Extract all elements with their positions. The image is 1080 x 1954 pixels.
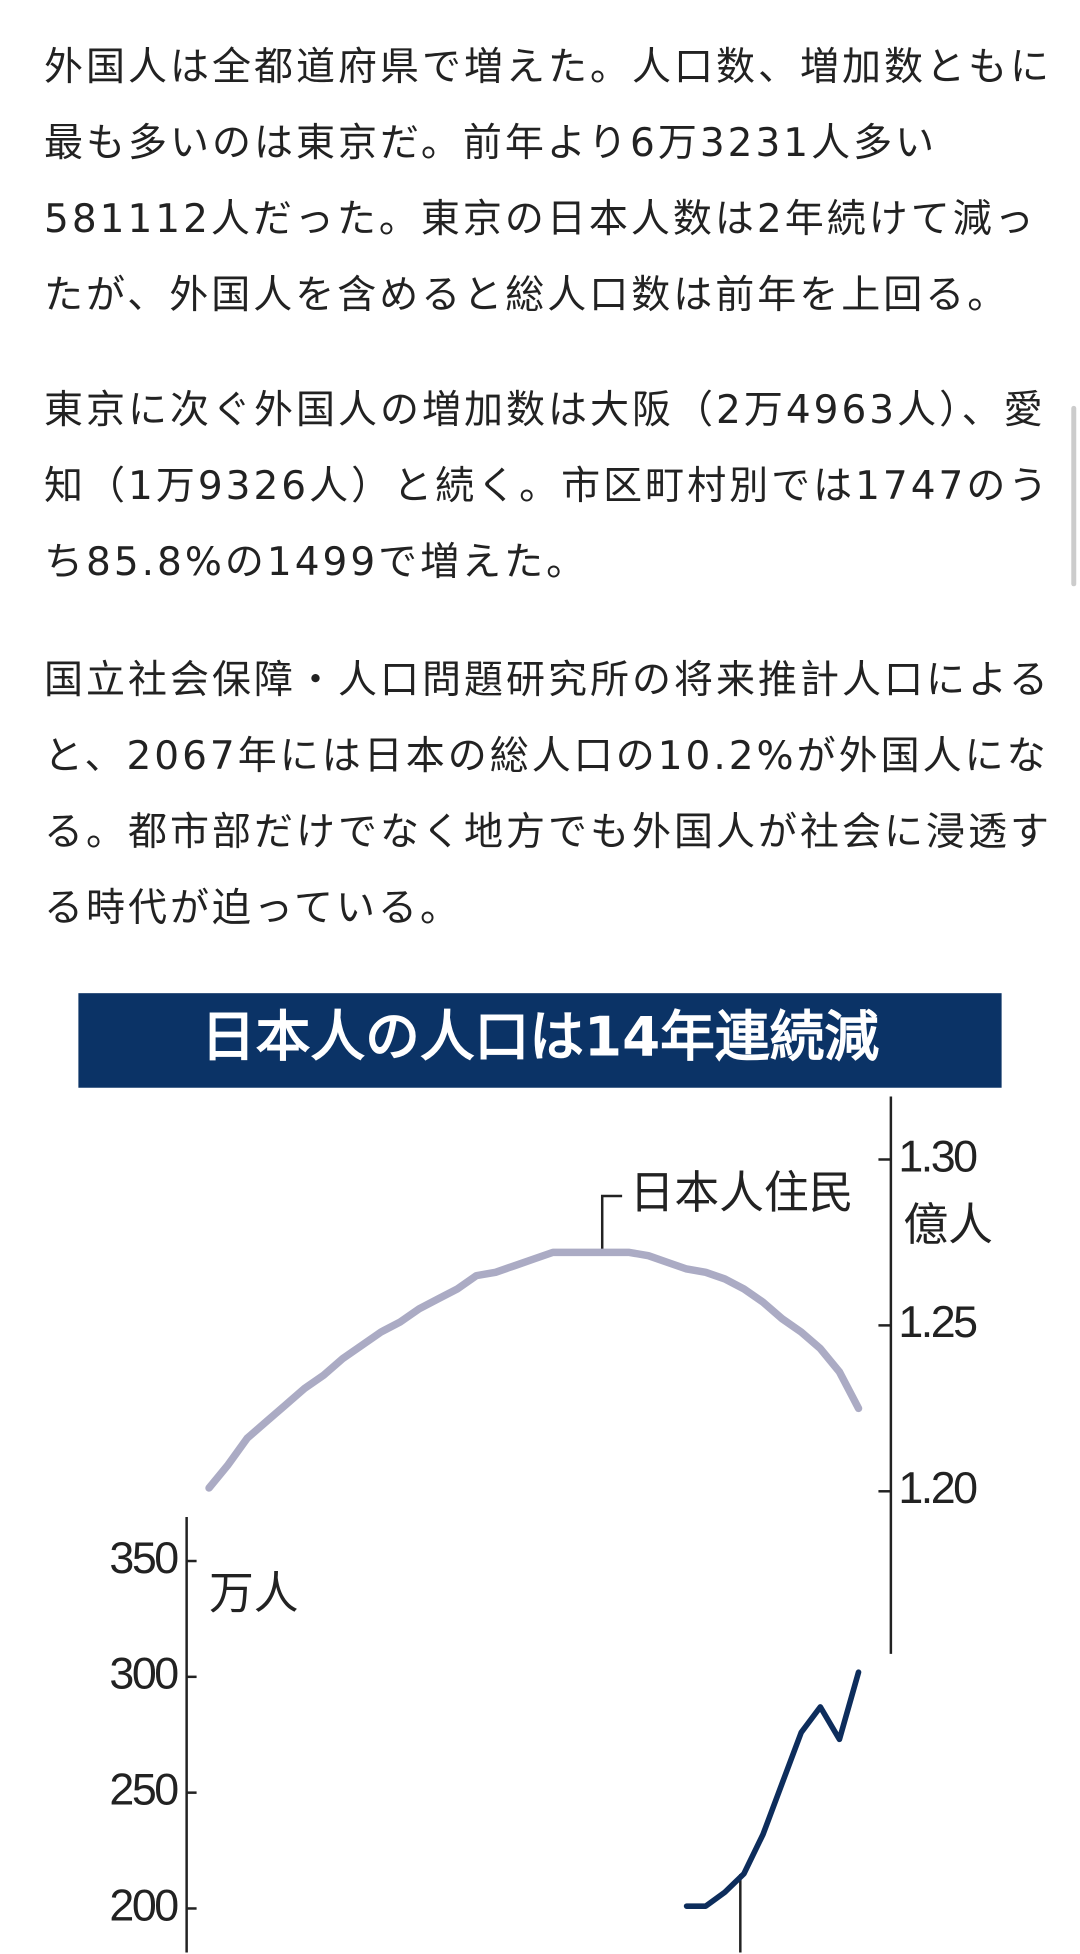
series-line bbox=[683, 1669, 862, 1909]
y-tick-label: 350 bbox=[109, 1533, 178, 1583]
series-line bbox=[205, 1248, 863, 1492]
y2-unit: 億人 bbox=[903, 1200, 993, 1250]
paragraph: 国立社会保障・人口問題研究所の将来推計人口によると、2067年には日本の総人口の… bbox=[44, 658, 1053, 931]
series-label: 日本人住民 bbox=[630, 1168, 854, 1218]
y-tick-label: 300 bbox=[109, 1649, 178, 1699]
y2-tick-label: 1.30 bbox=[898, 1131, 977, 1181]
y-tick-label: 250 bbox=[109, 1764, 178, 1814]
y2-tick-label: 1.25 bbox=[898, 1297, 977, 1347]
paragraph: 東京に次ぐ外国人の増加数は大阪（2万4963人）、愛知（1万9326人）と続く。… bbox=[44, 388, 1051, 585]
chart-title: 日本人の人口は14年連続減 bbox=[201, 1005, 880, 1069]
y-unit: 万人 bbox=[209, 1568, 299, 1618]
y2-tick-label: 1.20 bbox=[898, 1463, 977, 1513]
scrollbar bbox=[1071, 405, 1077, 587]
annotation-bracket bbox=[600, 1194, 623, 1250]
title-bar bbox=[78, 993, 1002, 1088]
y-tick-label: 200 bbox=[109, 1880, 178, 1930]
paragraph: 外国人は全都道府県で増えた。人口数、増加数ともに最も多いのは東京だ。前年より6万… bbox=[44, 45, 1053, 318]
